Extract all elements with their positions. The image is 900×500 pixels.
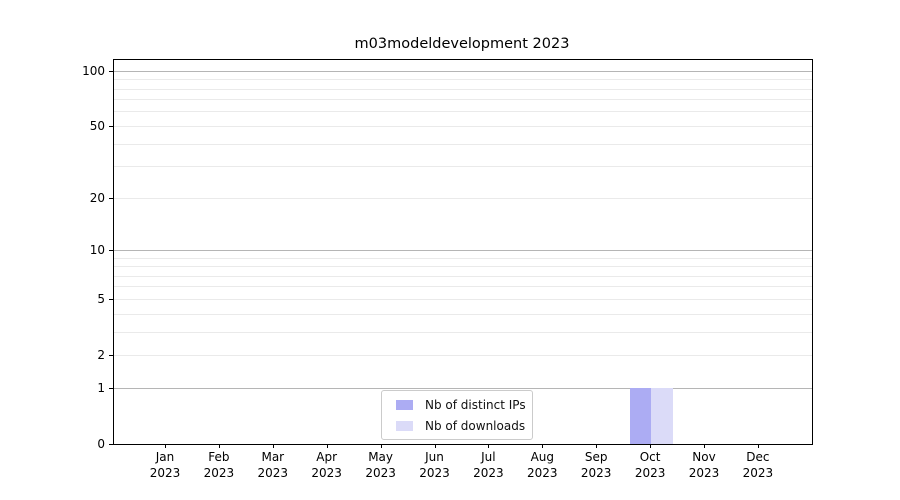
gridline-y-3 bbox=[114, 331, 812, 333]
x-tick-mark-mar-2023 bbox=[272, 444, 274, 448]
x-tick-label-jun-2023: Jun 2023 bbox=[419, 450, 450, 480]
y-tick-mark-1 bbox=[109, 387, 113, 389]
x-tick-label-sep-2023: Sep 2023 bbox=[580, 450, 612, 480]
legend-label-distinct-ips: Nb of distinct IPs bbox=[425, 397, 526, 412]
y-tick-mark-10 bbox=[109, 249, 113, 251]
x-tick-label-may-2023: May 2023 bbox=[365, 450, 396, 480]
x-tick-mark-may-2023 bbox=[380, 444, 382, 448]
gridline-y-50 bbox=[114, 125, 812, 127]
x-tick-label-dec-2023: Dec 2023 bbox=[742, 450, 774, 480]
y-tick-label-2: 2 bbox=[97, 347, 105, 362]
legend-item-distinct-ips: Nb of distinct IPs bbox=[390, 394, 526, 415]
bar-nb-of-downloads-oct-2023 bbox=[651, 388, 673, 444]
y-tick-mark-50 bbox=[109, 125, 113, 127]
x-tick-label-aug-2023: Aug 2023 bbox=[527, 450, 558, 480]
x-tick-mark-feb-2023 bbox=[218, 444, 220, 448]
y-tick-label-1: 1 bbox=[97, 380, 105, 395]
legend-swatch-distinct-ips bbox=[396, 399, 413, 410]
y-tick-mark-5 bbox=[109, 298, 113, 300]
x-tick-label-apr-2023: Apr 2023 bbox=[311, 450, 342, 480]
gridline-y-20 bbox=[114, 197, 812, 199]
x-tick-label-feb-2023: Feb 2023 bbox=[203, 450, 235, 480]
y-tick-mark-2 bbox=[109, 354, 113, 356]
legend-item-downloads: Nb of downloads bbox=[390, 415, 526, 436]
y-tick-mark-0 bbox=[109, 443, 113, 445]
x-tick-mark-jun-2023 bbox=[434, 444, 436, 448]
x-tick-mark-oct-2023 bbox=[650, 444, 652, 448]
gridline-y-70 bbox=[114, 99, 812, 101]
x-tick-mark-jul-2023 bbox=[488, 444, 490, 448]
gridline-y-2 bbox=[114, 354, 812, 356]
x-tick-mark-sep-2023 bbox=[596, 444, 598, 448]
y-tick-label-5: 5 bbox=[97, 291, 105, 306]
x-tick-mark-apr-2023 bbox=[326, 444, 328, 448]
x-tick-mark-dec-2023 bbox=[757, 444, 759, 448]
gridline-y-40 bbox=[114, 143, 812, 145]
x-tick-label-nov-2023: Nov 2023 bbox=[688, 450, 720, 480]
gridline-y-7 bbox=[114, 275, 812, 277]
gridline-y-80 bbox=[114, 88, 812, 90]
gridline-y-1 bbox=[114, 387, 812, 389]
gridline-y-90 bbox=[114, 79, 812, 81]
legend-swatch-downloads bbox=[396, 420, 413, 431]
legend: Nb of distinct IPs Nb of downloads bbox=[381, 390, 533, 440]
gridline-y-9 bbox=[114, 257, 812, 259]
y-tick-mark-20 bbox=[109, 197, 113, 199]
y-tick-label-100: 100 bbox=[82, 63, 105, 78]
y-tick-label-0: 0 bbox=[97, 436, 105, 451]
x-tick-mark-jan-2023 bbox=[165, 444, 166, 448]
gridline-y-4 bbox=[114, 313, 812, 315]
y-tick-mark-100 bbox=[109, 70, 113, 72]
x-tick-label-jul-2023: Jul 2023 bbox=[473, 450, 504, 480]
y-tick-label-10: 10 bbox=[89, 242, 105, 257]
plot-area: Nb of distinct IPs Nb of downloads bbox=[113, 59, 813, 445]
x-tick-mark-aug-2023 bbox=[542, 444, 544, 448]
x-tick-label-oct-2023: Oct 2023 bbox=[634, 450, 666, 480]
x-tick-label-mar-2023: Mar 2023 bbox=[257, 450, 289, 480]
y-tick-label-50: 50 bbox=[89, 118, 105, 133]
gridline-y-8 bbox=[114, 266, 812, 267]
x-tick-mark-nov-2023 bbox=[704, 444, 705, 448]
gridline-y-5 bbox=[114, 298, 812, 300]
legend-label-downloads: Nb of downloads bbox=[425, 418, 526, 433]
gridline-y-100 bbox=[114, 70, 812, 72]
gridline-y-6 bbox=[114, 286, 812, 288]
chart-title: m03modeldevelopment 2023 bbox=[354, 36, 570, 52]
bar-nb-of-distinct-ips-oct-2023 bbox=[629, 388, 652, 444]
y-tick-label-20: 20 bbox=[89, 190, 105, 205]
gridline-y-30 bbox=[114, 166, 812, 168]
gridline-y-60 bbox=[114, 111, 812, 113]
x-tick-label-jan-2023: Jan 2023 bbox=[149, 450, 181, 480]
gridline-y-10 bbox=[114, 249, 812, 251]
